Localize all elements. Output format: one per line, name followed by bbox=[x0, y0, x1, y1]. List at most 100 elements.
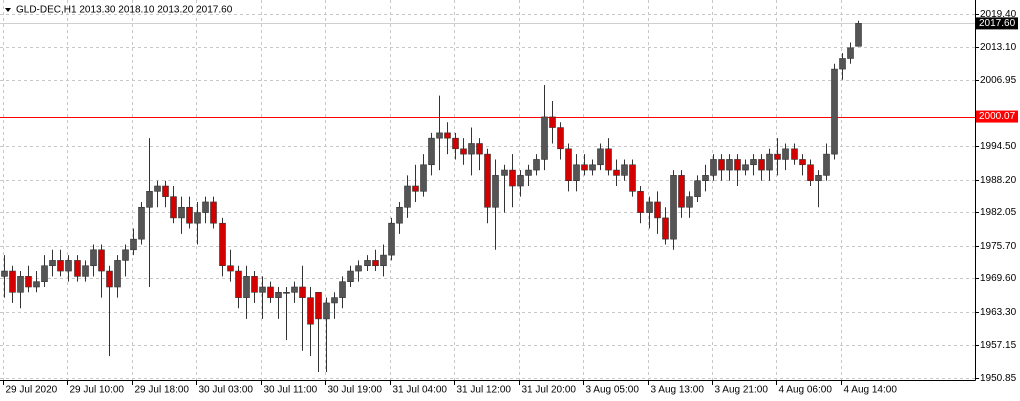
candle-body bbox=[243, 276, 250, 298]
candle-body bbox=[436, 132, 443, 139]
y-tick-label: 1969.60 bbox=[980, 273, 1017, 284]
candle-body bbox=[41, 265, 48, 282]
x-tick-label: 3 Aug 05:00 bbox=[586, 385, 640, 396]
candle-body bbox=[339, 281, 346, 298]
y-tick-label: 1957.15 bbox=[980, 340, 1017, 351]
x-tick-label: 29 Jul 18:00 bbox=[135, 385, 190, 396]
candle-body bbox=[815, 175, 822, 181]
candle-body bbox=[9, 270, 16, 293]
candle-body bbox=[17, 276, 24, 293]
candle-body bbox=[444, 132, 451, 139]
candle-body bbox=[396, 206, 403, 224]
candle-body bbox=[799, 159, 806, 166]
x-tick-label: 30 Jul 11:00 bbox=[264, 385, 318, 396]
candle-body bbox=[57, 260, 64, 272]
candle-body bbox=[452, 137, 459, 150]
y-tick-label: 1963.30 bbox=[980, 307, 1017, 318]
candle-body bbox=[170, 196, 177, 219]
candle-body bbox=[847, 47, 854, 59]
candle-body bbox=[251, 276, 258, 293]
candle-body bbox=[662, 217, 669, 240]
candle-body bbox=[138, 206, 145, 240]
y-tick-label: 2013.10 bbox=[980, 42, 1017, 53]
candle-body bbox=[202, 201, 209, 213]
x-tick-label: 4 Aug 14:00 bbox=[844, 385, 898, 396]
candle-body bbox=[154, 185, 161, 192]
candle-body bbox=[670, 175, 677, 240]
candle-body bbox=[372, 260, 379, 267]
candle-body bbox=[186, 206, 193, 224]
x-tick-label: 31 Jul 04:00 bbox=[393, 385, 448, 396]
candle-body bbox=[404, 185, 411, 208]
candle-body bbox=[726, 159, 733, 171]
candle-body bbox=[597, 148, 604, 166]
y-tick-label: 1975.70 bbox=[980, 241, 1017, 252]
candle-body bbox=[605, 148, 612, 171]
x-tick-label: 3 Aug 21:00 bbox=[715, 385, 769, 396]
candle-body bbox=[646, 201, 653, 213]
candle-body bbox=[702, 175, 709, 181]
candle-body bbox=[823, 153, 830, 176]
current-price-box bbox=[976, 17, 1018, 30]
candle-body bbox=[283, 292, 290, 294]
candle-body bbox=[509, 169, 516, 187]
candle-body bbox=[291, 286, 298, 293]
candle-body bbox=[750, 159, 757, 166]
candle-body bbox=[517, 175, 524, 187]
candle-body bbox=[460, 148, 467, 155]
candle-body bbox=[380, 254, 387, 267]
x-tick-label: 29 Jul 2020 bbox=[6, 385, 58, 396]
candle-body bbox=[613, 169, 620, 176]
candle-body bbox=[774, 153, 781, 160]
candle-body bbox=[525, 169, 532, 176]
x-tick-label: 4 Aug 06:00 bbox=[779, 385, 833, 396]
axis-labels: 2019.40 2013.10 2006.95 1994.50 1988.20 1982.… bbox=[3, 9, 1018, 396]
current-price-label: 2017.60 bbox=[979, 18, 1016, 29]
candle-body bbox=[347, 270, 354, 282]
x-tick-label: 3 Aug 13:00 bbox=[651, 385, 705, 396]
menu-arrow[interactable] bbox=[5, 8, 11, 12]
candle-body bbox=[831, 68, 838, 155]
candle-body bbox=[637, 191, 644, 213]
candle-body bbox=[468, 143, 475, 155]
candle-body bbox=[267, 286, 274, 298]
x-tick-label: 31 Jul 20:00 bbox=[522, 385, 577, 396]
candle-body bbox=[686, 196, 693, 208]
level-label: 2000.07 bbox=[979, 111, 1016, 122]
candle-body bbox=[90, 249, 97, 267]
candle-body bbox=[807, 164, 814, 181]
candle-body bbox=[549, 116, 556, 128]
candle-body bbox=[533, 159, 540, 171]
candle-body bbox=[791, 148, 798, 160]
candle-body bbox=[49, 260, 56, 267]
candle-body bbox=[388, 222, 395, 256]
x-tick-label: 29 Jul 10:00 bbox=[70, 385, 125, 396]
candle-body bbox=[484, 153, 491, 208]
candle-body bbox=[476, 143, 483, 155]
candle-body bbox=[219, 222, 226, 267]
candle-body bbox=[162, 185, 169, 197]
candle-body bbox=[734, 159, 741, 171]
candle-body bbox=[581, 164, 588, 171]
candle-body bbox=[557, 127, 564, 150]
candle-body bbox=[315, 292, 322, 320]
candle-body bbox=[114, 260, 121, 288]
candle-body bbox=[855, 23, 862, 47]
candle-body bbox=[710, 159, 717, 176]
candle-body bbox=[259, 286, 266, 293]
candle-body bbox=[621, 164, 628, 176]
candle-body bbox=[694, 180, 701, 197]
candle-body bbox=[565, 148, 572, 181]
candle-body bbox=[766, 153, 773, 171]
candle-body bbox=[178, 206, 185, 219]
candle-body bbox=[65, 260, 72, 272]
y-tick-label: 1988.20 bbox=[980, 175, 1017, 186]
candle-body bbox=[130, 238, 137, 251]
y-tick-label: 1994.50 bbox=[980, 141, 1017, 152]
chart-title: GLD-DEC,H1 2013.30 2018.10 2013.20 2017.… bbox=[16, 5, 233, 16]
candle-body bbox=[758, 159, 765, 171]
candle-body bbox=[82, 265, 89, 277]
candle-body bbox=[33, 281, 40, 288]
